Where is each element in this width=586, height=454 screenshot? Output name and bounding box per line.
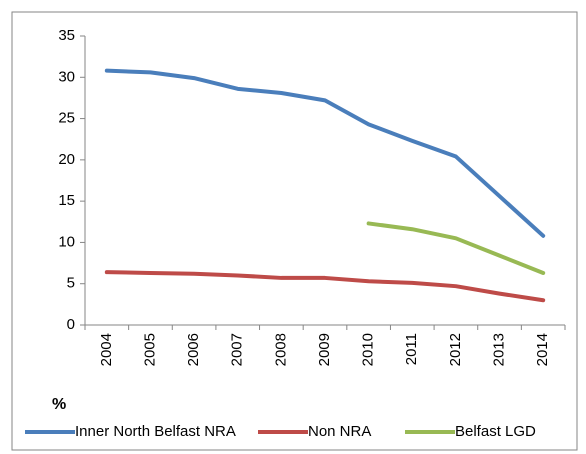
series-line [366, 221, 546, 275]
series-line [104, 68, 546, 238]
y-axis-label: % [52, 396, 66, 413]
legend-label: Belfast LGD [455, 423, 536, 440]
x-tick-label: 2004 [98, 333, 115, 366]
y-tick-label: 10 [58, 233, 75, 250]
y-tick-label: 35 [58, 27, 75, 44]
x-tick-label: 2010 [360, 333, 377, 366]
x-tick-label: 2006 [185, 333, 202, 366]
x-tick-label: 2013 [491, 333, 508, 366]
y-tick-label: 0 [67, 316, 75, 333]
x-tick-label: 2012 [447, 333, 464, 366]
x-tick-label: 2008 [272, 333, 289, 366]
x-tick-label: 2005 [141, 333, 158, 366]
x-tick-label: 2007 [229, 333, 246, 366]
x-tick-label: 2009 [316, 333, 333, 366]
series-line [104, 270, 546, 303]
legend-label: Inner North Belfast NRA [75, 423, 236, 440]
y-tick-label: 15 [58, 192, 75, 209]
y-tick-label: 25 [58, 110, 75, 127]
x-tick-label: 2011 [403, 333, 420, 365]
chart-border [11, 11, 578, 451]
y-tick-label: 5 [67, 275, 75, 292]
x-tick-label: 2014 [534, 333, 551, 366]
y-tick-label: 20 [58, 151, 75, 168]
y-tick-label: 30 [58, 68, 75, 85]
legend-label: Non NRA [308, 423, 371, 440]
